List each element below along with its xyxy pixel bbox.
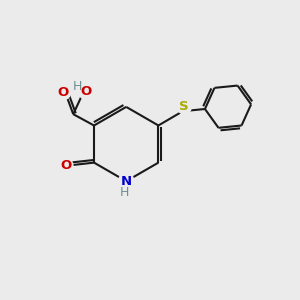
Circle shape bbox=[118, 173, 134, 189]
Text: O: O bbox=[80, 85, 91, 98]
Text: O: O bbox=[58, 86, 69, 99]
Text: S: S bbox=[179, 100, 189, 113]
Text: N: N bbox=[121, 175, 132, 188]
Circle shape bbox=[119, 187, 131, 198]
Circle shape bbox=[177, 100, 191, 114]
Circle shape bbox=[56, 85, 70, 100]
Circle shape bbox=[79, 85, 93, 99]
Circle shape bbox=[59, 158, 73, 173]
Text: O: O bbox=[60, 159, 71, 172]
Circle shape bbox=[72, 81, 84, 92]
Text: H: H bbox=[73, 80, 82, 93]
Text: H: H bbox=[120, 186, 129, 199]
